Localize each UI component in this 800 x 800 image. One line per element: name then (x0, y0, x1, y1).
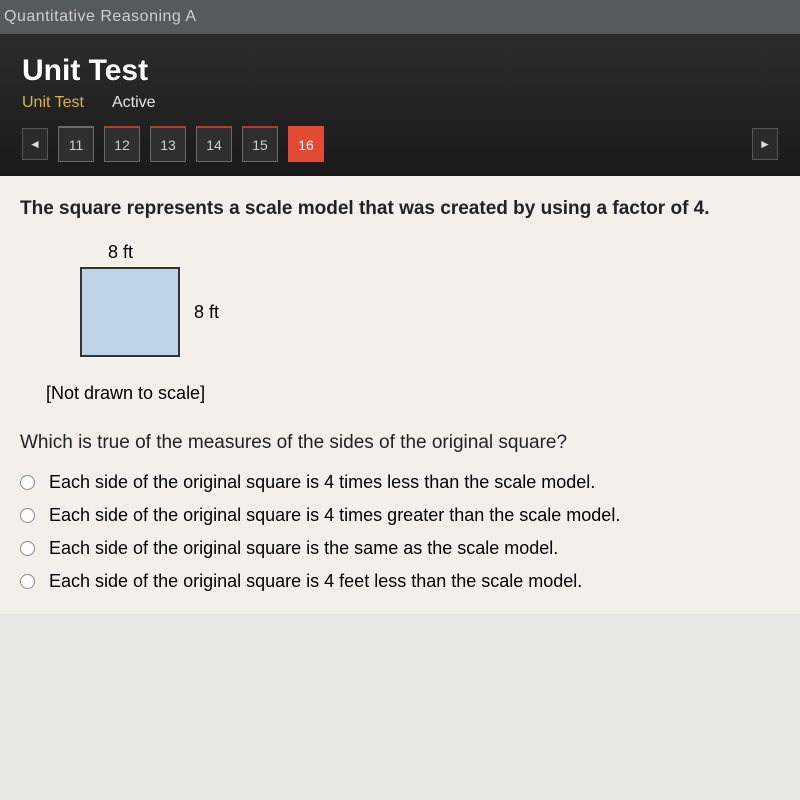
course-title-bar: Quantitative Reasoning A (0, 0, 800, 34)
course-title: Quantitative Reasoning A (4, 8, 197, 25)
option-b[interactable]: Each side of the original square is 4 ti… (20, 505, 780, 526)
option-c[interactable]: Each side of the original square is the … (20, 538, 780, 559)
options-list: Each side of the original square is 4 ti… (20, 472, 780, 592)
question-panel: The square represents a scale model that… (0, 176, 800, 614)
radio-icon (20, 475, 35, 490)
prev-button[interactable]: ◄ (22, 128, 48, 160)
subhead-unit: Unit Test (22, 94, 84, 112)
question-nav-15[interactable]: 15 (242, 126, 278, 162)
question-stem: The square represents a scale model that… (20, 198, 780, 220)
subheading: Unit Test Active (22, 94, 778, 112)
square-shape (80, 267, 180, 357)
question-nav-14[interactable]: 14 (196, 126, 232, 162)
question-nav-12[interactable]: 12 (104, 126, 140, 162)
question-nav-13[interactable]: 13 (150, 126, 186, 162)
scale-note: [Not drawn to scale] (46, 383, 780, 404)
chevron-left-icon: ◄ (29, 137, 41, 151)
dimension-top: 8 ft (108, 242, 780, 263)
option-d[interactable]: Each side of the original square is 4 fe… (20, 571, 780, 592)
dimension-right: 8 ft (194, 302, 219, 323)
option-label: Each side of the original square is 4 ti… (49, 505, 620, 526)
question-nav: ◄ 11 12 13 14 15 16 ► (22, 126, 778, 162)
option-a[interactable]: Each side of the original square is 4 ti… (20, 472, 780, 493)
question-nav-16[interactable]: 16 (288, 126, 324, 162)
option-label: Each side of the original square is 4 ti… (49, 472, 595, 493)
next-button[interactable]: ► (752, 128, 778, 160)
page-title: Unit Test (22, 54, 778, 88)
chevron-right-icon: ► (759, 137, 771, 151)
test-header: Unit Test Unit Test Active ◄ 11 12 13 14… (0, 34, 800, 176)
radio-icon (20, 541, 35, 556)
figure: 8 ft 8 ft (80, 242, 780, 357)
option-label: Each side of the original square is the … (49, 538, 558, 559)
radio-icon (20, 574, 35, 589)
subhead-active: Active (112, 94, 156, 112)
question-prompt: Which is true of the measures of the sid… (20, 432, 780, 454)
question-nav-11[interactable]: 11 (58, 126, 94, 162)
option-label: Each side of the original square is 4 fe… (49, 571, 582, 592)
radio-icon (20, 508, 35, 523)
